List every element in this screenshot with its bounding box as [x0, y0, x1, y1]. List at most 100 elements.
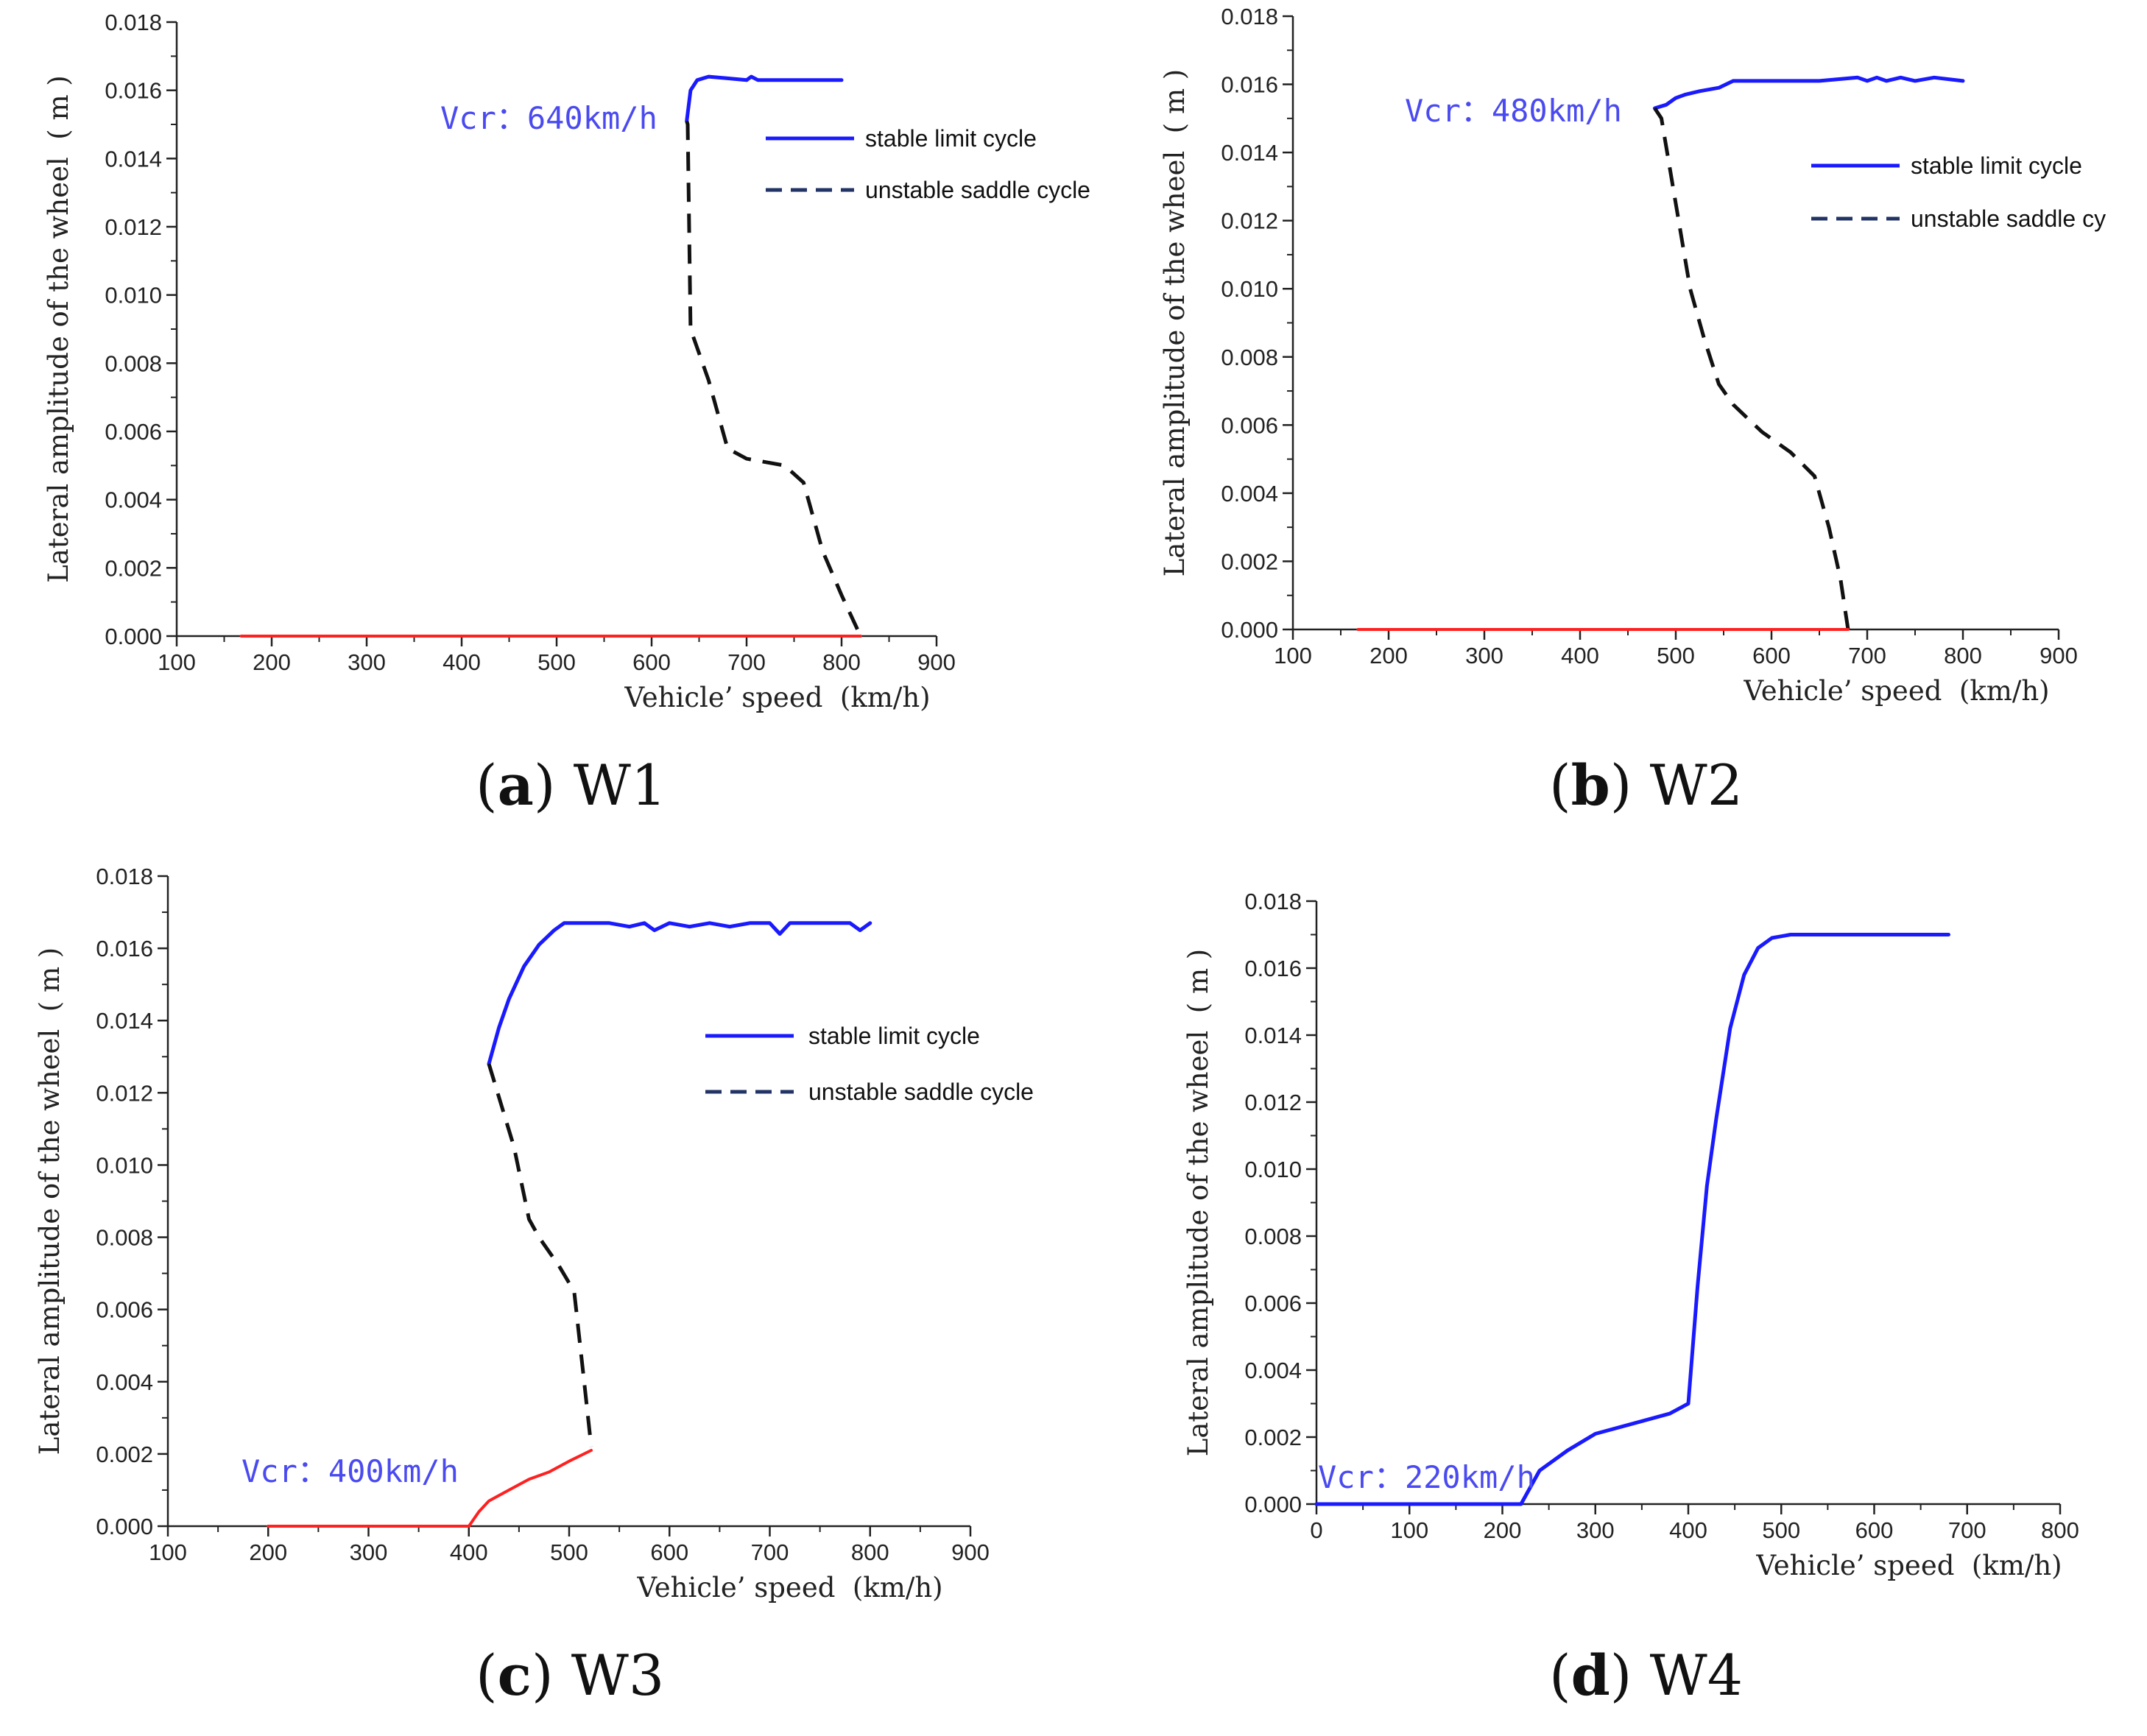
y-tick-label: 0.008 [96, 1225, 153, 1251]
x-tick-label: 100 [158, 649, 196, 675]
y-tick-label: 0.008 [1244, 1224, 1302, 1249]
x-axis-label: Vehicle’ speed (km/h) [1743, 675, 2049, 707]
y-tick-label: 0.010 [105, 283, 162, 308]
x-tick-label: 400 [443, 649, 481, 675]
panel-caption: (d) W4 [1549, 1643, 1744, 1708]
x-tick-label: 700 [1848, 643, 1886, 668]
x-axis-label: Vehicle’ speed (km/h) [624, 682, 930, 713]
x-tick-label: 900 [917, 649, 956, 675]
x-tick-label: 600 [650, 1539, 688, 1565]
vcr-annotation: Vcr：480km/h [1405, 93, 1622, 129]
y-tick-label: 0.006 [1221, 412, 1278, 438]
y-tick-label: 0.006 [105, 419, 162, 445]
x-tick-label: 600 [632, 649, 671, 675]
x-tick-label: 900 [951, 1539, 990, 1565]
vcr-annotation: Vcr：220km/h [1318, 1459, 1535, 1495]
legend-label: stable limit cycle [1911, 152, 2082, 179]
panel-caption: (b) W2 [1549, 752, 1744, 818]
legend-label: stable limit cycle [865, 125, 1037, 152]
panel-c-w3: 100 200 300 400 500 600 700 800 900 0.000 0.002 0.0… [0, 864, 1074, 1736]
y-tick-label: 0.014 [1244, 1023, 1302, 1048]
y-tick-label: 0.014 [1221, 140, 1278, 166]
y-tick-label: 0.018 [1221, 4, 1278, 29]
y-tick-label: 0.002 [1244, 1425, 1302, 1450]
y-tick-label: 0.002 [105, 555, 162, 581]
y-tick-label: 0.000 [96, 1514, 153, 1539]
x-tick-label: 400 [450, 1539, 488, 1565]
y-axis-label: Lateral amplitude of the wheel ( m ) [34, 948, 66, 1456]
y-tick-label: 0.008 [105, 350, 162, 376]
x-axis-label: Vehicle’ speed (km/h) [1755, 1550, 2062, 1581]
x-tick-label: 600 [1855, 1517, 1894, 1543]
panel-caption: (c) W3 [476, 1643, 665, 1708]
x-tick-label: 700 [1948, 1517, 1986, 1543]
legend-label: unstable saddle cycle [865, 177, 1090, 203]
y-tick-label: 0.018 [1244, 889, 1302, 914]
y-axis-label: Lateral amplitude of the wheel ( m ) [1182, 949, 1214, 1457]
x-tick-label: 100 [1274, 643, 1312, 668]
x-tick-label: 200 [1369, 643, 1408, 668]
x-tick-label: 600 [1752, 643, 1791, 668]
vcr-annotation: Vcr：400km/h [242, 1453, 459, 1489]
y-tick-label: 0.002 [96, 1442, 153, 1467]
x-tick-label: 400 [1669, 1517, 1707, 1543]
legend-label: unstable saddle cy [1911, 205, 2106, 232]
x-tick-label: 300 [350, 1539, 388, 1565]
y-tick-label: 0.010 [1221, 276, 1278, 302]
x-tick-label: 800 [822, 649, 861, 675]
series-line-unstable-saddle-cycle [1653, 107, 1850, 630]
chart-b-svg: 100 200 300 400 500 600 700 800 900 0.000 0.002 0.0… [1159, 4, 2106, 707]
series-line-stable-limit-cycle [487, 921, 872, 1066]
x-tick-label: 200 [249, 1539, 287, 1565]
y-tick-label: 0.014 [105, 146, 162, 172]
legend-label: unstable saddle cycle [808, 1079, 1034, 1105]
y-tick-label: 0.000 [105, 624, 162, 649]
series-line-unstable-saddle-cycle [685, 120, 863, 638]
x-tick-label: 500 [1657, 643, 1695, 668]
series-line-unstable-saddle-cycle [487, 1063, 593, 1447]
y-tick-label: 0.004 [1221, 481, 1278, 507]
panel-b-w2: 100 200 300 400 500 600 700 800 900 0.000 0.002 0.0… [1074, 0, 2147, 868]
y-tick-label: 0.010 [96, 1152, 153, 1178]
y-axis-label: Lateral amplitude of the wheel ( m ) [43, 75, 74, 583]
chart-c-svg: 100 200 300 400 500 600 700 800 900 0.000 0.002 0.0… [34, 864, 1034, 1603]
x-tick-label: 700 [727, 649, 766, 675]
x-tick-label: 800 [851, 1539, 889, 1565]
y-tick-label: 0.000 [1221, 617, 1278, 643]
series-line-stable-limit-cycle [1652, 75, 1965, 110]
panel-a-w1: 100 200 300 400 500 600 700 800 900 0.000 0.002 0.0… [0, 0, 1090, 868]
x-tick-label: 500 [550, 1539, 588, 1565]
y-tick-label: 0.016 [96, 936, 153, 961]
y-tick-label: 0.008 [1221, 345, 1278, 370]
legend-label: stable limit cycle [808, 1023, 980, 1049]
y-tick-label: 0.016 [1244, 956, 1302, 981]
y-tick-label: 0.014 [96, 1008, 153, 1034]
x-tick-label: 100 [1390, 1517, 1428, 1543]
y-tick-label: 0.004 [96, 1369, 153, 1395]
y-tick-label: 0.010 [1244, 1157, 1302, 1182]
x-tick-label: 500 [1762, 1517, 1800, 1543]
y-tick-label: 0.000 [1244, 1492, 1302, 1517]
series-line-stable-limit-cycle [685, 74, 844, 123]
y-tick-label: 0.016 [105, 78, 162, 104]
y-tick-label: 0.012 [105, 214, 162, 240]
x-tick-label: 200 [1484, 1517, 1522, 1543]
y-tick-label: 0.016 [1221, 72, 1278, 98]
x-tick-label: 800 [2041, 1517, 2079, 1543]
y-tick-label: 0.006 [1244, 1291, 1302, 1316]
x-tick-label: 700 [751, 1539, 789, 1565]
chart-d-svg: 0 100 200 300 400 500 600 700 800 0.000 0.002 0.004… [1182, 889, 2079, 1581]
y-tick-label: 0.018 [96, 864, 153, 889]
series-line-equilibrium [267, 1449, 593, 1528]
y-tick-label: 0.006 [96, 1297, 153, 1323]
x-tick-label: 100 [149, 1539, 187, 1565]
x-tick-label: 200 [253, 649, 291, 675]
y-tick-label: 0.002 [1221, 548, 1278, 574]
y-axis-label: Lateral amplitude of the wheel ( m ) [1159, 69, 1191, 577]
y-tick-label: 0.012 [1244, 1090, 1302, 1115]
x-tick-label: 300 [1465, 643, 1503, 668]
y-tick-label: 0.012 [96, 1080, 153, 1106]
vcr-annotation: Vcr：640km/h [440, 100, 658, 136]
x-tick-label: 900 [2040, 643, 2078, 668]
